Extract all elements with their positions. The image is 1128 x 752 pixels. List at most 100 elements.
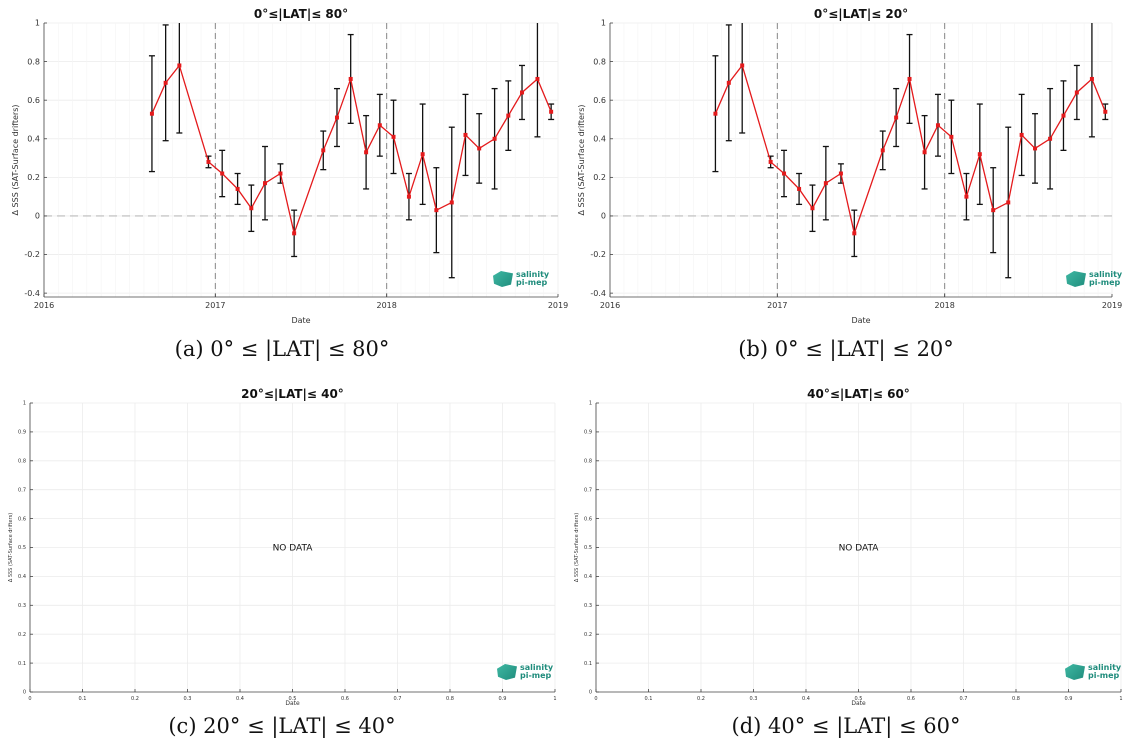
chart-title: 40°≤|LAT|≤ 60°	[807, 387, 910, 401]
x-tick-label: 2018	[376, 301, 396, 310]
y-tick-label: 0.1	[18, 661, 26, 667]
chart-panel-c: 0 0.1 0.2 0.3 0.4 0.5 0.6 0.7 0.8 0.9 1 0 0.1 0.2 0.3 0…	[0, 376, 564, 752]
y-tick-label: -0.4	[24, 289, 40, 298]
y-axis-label: Δ SSS (SAT-Surface drifters)	[8, 513, 14, 582]
y-tick-label: 0.9	[18, 430, 26, 436]
logo-line2: pi-mep	[1089, 278, 1121, 287]
y-tick-label: 0.5	[584, 545, 592, 551]
x-tick-label: 0	[594, 696, 597, 702]
x-tick-label: 0.4	[236, 696, 244, 702]
x-tick-label: 0.9	[1065, 696, 1073, 702]
y-tick-label: 0	[23, 690, 26, 696]
salinity-logo-icon	[497, 664, 517, 680]
data-point	[1006, 200, 1011, 205]
data-point	[535, 76, 540, 81]
y-tick-label: 0.4	[18, 574, 26, 580]
salinity-logo-icon	[1065, 664, 1085, 680]
x-tick-label: 0.3	[750, 696, 758, 702]
data-point	[894, 115, 899, 120]
data-point	[1103, 109, 1108, 114]
data-point	[880, 148, 885, 153]
data-point	[434, 208, 439, 213]
y-tick-label: 0.8	[584, 458, 592, 464]
data-point	[1048, 136, 1053, 141]
x-tick-label: 1	[1119, 696, 1122, 702]
x-tick-label: 0.1	[645, 696, 653, 702]
x-tick-label: 0.3	[184, 696, 192, 702]
data-point	[907, 76, 912, 81]
y-tick-label: 0.1	[584, 661, 592, 667]
chart-d: 0 0.1 0.2 0.3 0.4 0.5 0.6 0.7 0.8 0.9 1 0 0.1 0.2 0.3 0…	[574, 387, 1123, 707]
x-tick-label: 0	[28, 696, 31, 702]
y-tick-label: 0.8	[18, 458, 26, 464]
data-point	[321, 148, 326, 153]
x-tick-label: 0.7	[394, 696, 402, 702]
data-point	[334, 115, 339, 120]
salinity-logo-icon	[493, 271, 513, 287]
x-tick-label: 2019	[548, 301, 568, 310]
data-point	[391, 134, 396, 139]
x-axis-label: Date	[851, 700, 866, 707]
y-tick-label: 0	[35, 212, 40, 221]
caption-c: (c) 20° ≤ |LAT| ≤ 40°	[168, 714, 396, 738]
salinity-pi-mep-logo: salinity pi-mep	[493, 271, 549, 287]
x-tick-label: 1	[553, 696, 556, 702]
data-point	[1019, 132, 1024, 137]
data-point	[1089, 76, 1094, 81]
salinity-logo-icon	[1066, 271, 1086, 287]
y-tick-label: 0.6	[18, 516, 26, 522]
data-point	[1074, 90, 1079, 95]
caption-b: (b) 0° ≤ |LAT| ≤ 20°	[738, 337, 954, 361]
data-point	[449, 200, 454, 205]
data-point	[977, 152, 982, 157]
x-tick-label: 0.2	[131, 696, 139, 702]
y-tick-label: 0.4	[593, 134, 606, 143]
x-axis-label: Date	[285, 700, 300, 707]
x-axis-label: Date	[851, 316, 870, 325]
data-point	[726, 80, 731, 85]
x-tick-label: 0.1	[79, 696, 87, 702]
chart-b: 2016 2017 2018 2019 -0.4 -0.2 0 0.2 0.4 0.6 0.8 1 0°…	[577, 7, 1122, 325]
data-point	[713, 111, 718, 116]
x-tick-label: 0.8	[446, 696, 454, 702]
logo-line2: pi-mep	[520, 671, 552, 680]
x-tick-label: 2017	[205, 301, 225, 310]
data-point	[177, 63, 182, 68]
y-tick-label: 0.6	[584, 516, 592, 522]
chart-c: 0 0.1 0.2 0.3 0.4 0.5 0.6 0.7 0.8 0.9 1 0 0.1 0.2 0.3 0…	[8, 387, 557, 707]
x-tick-label: 0.5	[289, 696, 297, 702]
y-tick-label: 0.9	[584, 430, 592, 436]
x-tick-label: 0.4	[802, 696, 810, 702]
x-tick-label: 2018	[934, 301, 954, 310]
y-tick-label: 0.7	[18, 487, 26, 493]
data-point	[220, 171, 225, 176]
logo-line2: pi-mep	[1088, 671, 1120, 680]
y-axis-label: Δ SSS (SAT-Surface drifters)	[577, 105, 586, 216]
data-point	[810, 206, 815, 211]
y-tick-label: 0.3	[584, 603, 592, 609]
y-tick-label: 0	[601, 212, 606, 221]
chart-a: 2016 2017 2018 2019 -0.4 -0.2 0 0.2 0.4 0.6 0.8 1 0°…	[11, 7, 568, 325]
chart-panel-a: 2016 2017 2018 2019 -0.4 -0.2 0 0.2 0.4 0.6 0.8 1 0°…	[0, 0, 568, 376]
y-tick-label: 0.4	[584, 574, 592, 580]
logo-line1: salinity	[1089, 270, 1123, 279]
data-point	[263, 181, 268, 186]
caption-d: (d) 40° ≤ |LAT| ≤ 60°	[731, 714, 961, 738]
data-point	[823, 181, 828, 186]
y-tick-label: -0.2	[590, 250, 606, 259]
data-point	[838, 171, 843, 176]
salinity-pi-mep-logo: salinity pi-mep	[1066, 271, 1122, 287]
data-point	[235, 186, 240, 191]
y-tick-label: 0.5	[18, 545, 26, 551]
x-tick-label: 0.6	[907, 696, 915, 702]
chart-panel-d: 0 0.1 0.2 0.3 0.4 0.5 0.6 0.7 0.8 0.9 1 0 0.1 0.2 0.3 0…	[564, 376, 1128, 752]
y-tick-label: 0.7	[584, 487, 592, 493]
logo-line1: salinity	[520, 663, 554, 672]
y-tick-label: 0.8	[27, 57, 40, 66]
caption-a: (a) 0° ≤ |LAT| ≤ 80°	[174, 337, 390, 361]
data-point	[1061, 113, 1066, 118]
data-point	[520, 90, 525, 95]
data-point	[922, 150, 927, 155]
x-tick-label: 0.7	[960, 696, 968, 702]
x-tick-label: 0.2	[697, 696, 705, 702]
